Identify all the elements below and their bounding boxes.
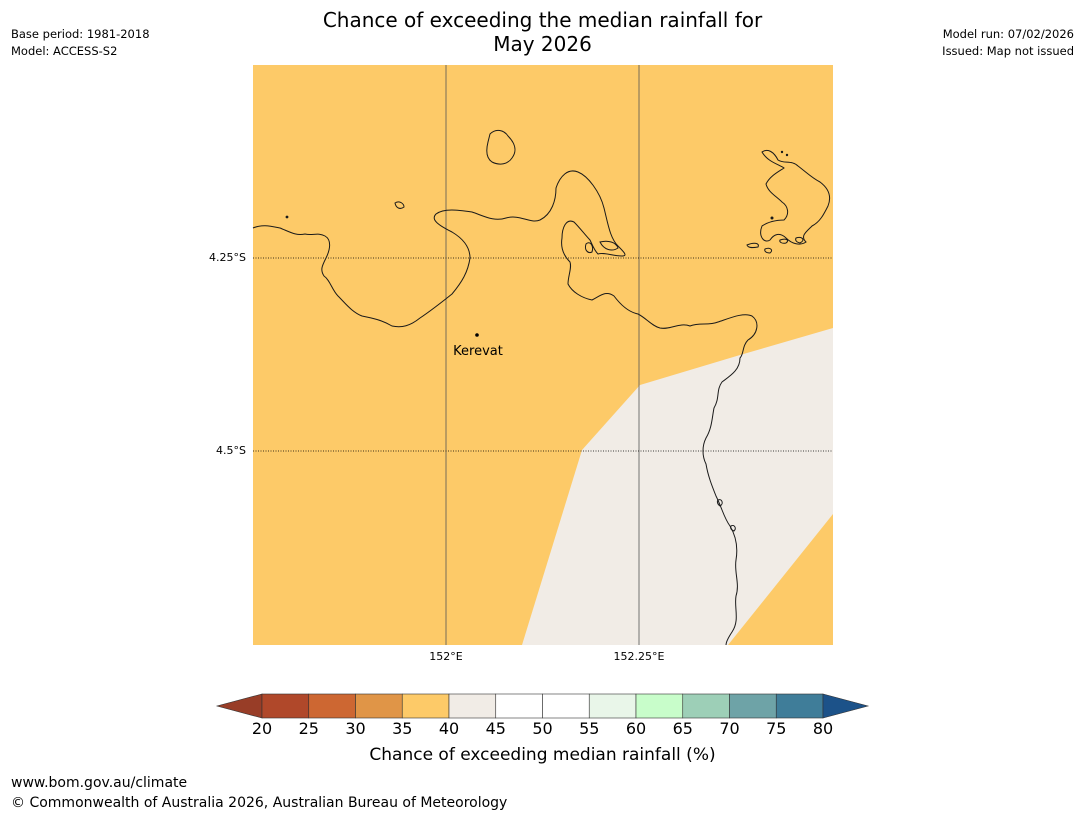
base-period: Base period: 1981-2018 <box>11 27 150 41</box>
title-line-1: Chance of exceeding the median rainfall … <box>322 8 763 32</box>
colorbar-tick-label: 20 <box>251 719 273 738</box>
map-title: Chance of exceeding the median rainfall … <box>0 8 1085 56</box>
meta-right: Model run: 07/02/2026 Issued: Map not is… <box>942 26 1074 60</box>
coastline-islet-7 <box>795 237 804 244</box>
islet-dot-4 <box>770 216 774 220</box>
islet-dot-1 <box>285 215 289 219</box>
footer-website: www.bom.gov.au/climate <box>11 775 188 791</box>
coastline-islet-1 <box>394 201 405 209</box>
coastline-main <box>252 170 758 646</box>
colorbar-tick-label: 35 <box>392 719 413 738</box>
colorbar-tick-label: 65 <box>672 719 693 738</box>
coastline-islet-8 <box>716 499 723 507</box>
colorbar-tick-label: 60 <box>625 719 647 738</box>
title-line-2: May 2026 <box>493 32 592 56</box>
place-label-kerevat: Kerevat <box>453 344 503 359</box>
colorbar-tick-label: 40 <box>438 719 460 738</box>
colorbar-segment <box>635 693 684 719</box>
coastline-islet-5 <box>764 247 773 254</box>
model-name: Model: ACCESS-S2 <box>11 44 118 58</box>
islet-dot-3 <box>785 153 789 157</box>
coastline-islet-3 <box>599 240 619 251</box>
colorbar-tick-label: 70 <box>719 719 740 738</box>
lat-label-4-25: 4.25°S <box>209 251 246 264</box>
coastline-islet-4 <box>746 242 759 249</box>
colorbar-segment <box>542 693 590 719</box>
colorbar <box>215 693 870 719</box>
colorbar-tick-label: 45 <box>485 719 506 738</box>
colorbar-segment <box>401 693 450 719</box>
coastline-island-top <box>486 129 516 165</box>
islet-dot-2 <box>780 150 784 154</box>
issued-status: Issued: Map not issued <box>942 44 1074 58</box>
colorbar-segment <box>729 693 777 719</box>
coastlines <box>252 129 831 646</box>
colorbar-segment <box>261 693 310 719</box>
coastline-islet-2 <box>585 242 593 253</box>
lon-label-152-25: 152.25°E <box>613 650 665 663</box>
colorbar-tick-label: 25 <box>298 719 319 738</box>
colorbar-segment <box>775 693 824 719</box>
colorbar-tick-label: 80 <box>812 719 834 738</box>
lat-label-4-5: 4.5°S <box>216 444 246 457</box>
colorbar-segment <box>682 693 730 719</box>
colorbar-segment <box>355 693 403 719</box>
lon-label-152: 152°E <box>429 650 463 663</box>
colorbar-segment <box>448 693 497 719</box>
colorbar-tick-label: 30 <box>345 719 366 738</box>
colorbar-extend-high <box>822 693 870 719</box>
footer-copyright: © Commonwealth of Australia 2026, Austra… <box>11 795 508 811</box>
colorbar-segment <box>588 693 637 719</box>
meta-left: Base period: 1981-2018 Model: ACCESS-S2 <box>11 26 150 60</box>
colorbar-extend-low <box>215 693 263 719</box>
colorbar-tick-label: 75 <box>766 719 787 738</box>
coastline-islet-9 <box>730 525 736 532</box>
colorbar-tick-label: 55 <box>579 719 600 738</box>
coastline-duke-of-york <box>760 149 831 245</box>
colorbar-tick-label: 50 <box>532 719 553 738</box>
colorbar-title: Chance of exceeding median rainfall (%) <box>369 745 716 765</box>
place-marker-kerevat <box>475 333 479 337</box>
model-run: Model run: 07/02/2026 <box>942 27 1074 41</box>
colorbar-segment <box>495 693 543 719</box>
coastline-islet-6 <box>779 238 789 244</box>
map-neutral-region <box>522 328 833 645</box>
colorbar-segment <box>308 693 356 719</box>
